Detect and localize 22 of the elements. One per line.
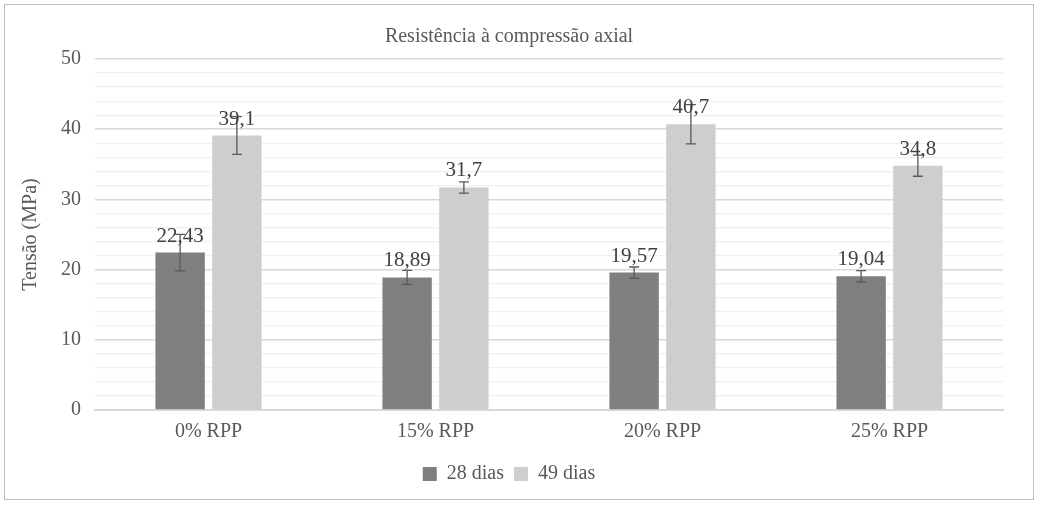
x-tick-label: 25% RPP	[850, 419, 929, 442]
y-axis-title: Tensão (MPa)	[18, 178, 42, 291]
y-tick-label: 50	[61, 46, 81, 69]
y-tick-label: 40	[61, 116, 81, 139]
x-tick-label: 0% RPP	[174, 419, 243, 442]
x-tick-label: 15% RPP	[396, 419, 475, 442]
y-tick-label: 10	[61, 327, 81, 350]
data-label: 19,04	[837, 246, 886, 271]
y-tick-label: 30	[61, 186, 81, 209]
data-label: 31,7	[445, 157, 483, 182]
y-tick-label: 20	[61, 256, 81, 279]
y-tick-label: 0	[71, 397, 81, 420]
chart-title: Resistência à compressão axial	[384, 24, 634, 48]
data-label: 22,43	[156, 222, 204, 247]
x-tick-label: 20% RPP	[623, 419, 702, 442]
data-label: 18,89	[383, 247, 431, 272]
legend-label: 49 dias	[538, 461, 596, 484]
data-label: 34,8	[899, 135, 937, 160]
legend-label: 28 dias	[446, 461, 505, 484]
data-label: 40,7	[672, 94, 710, 119]
data-label: 39,1	[218, 105, 256, 130]
data-label: 19,57	[610, 242, 658, 267]
